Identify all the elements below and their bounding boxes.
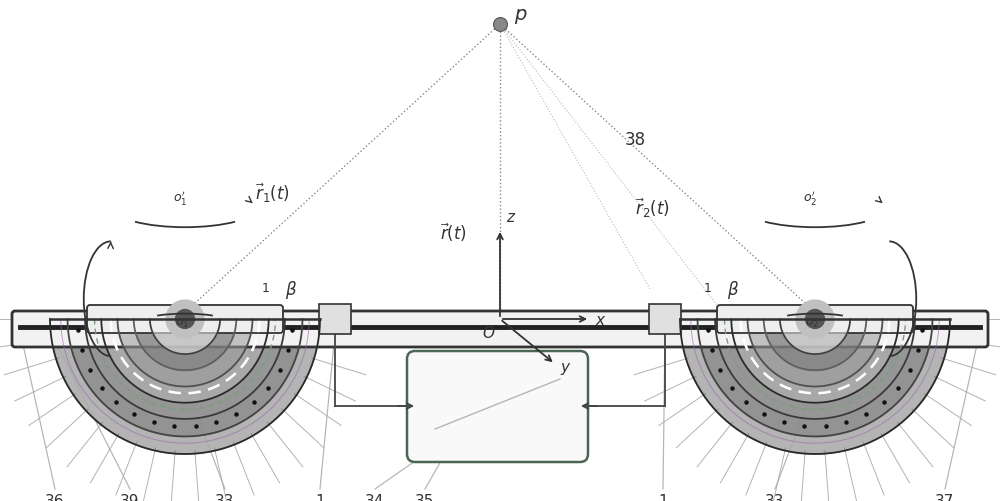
Polygon shape [68,319,302,436]
Polygon shape [715,319,915,419]
Circle shape [166,301,204,338]
Text: 1: 1 [262,282,270,295]
Polygon shape [50,319,320,454]
Text: 1: 1 [704,282,712,295]
Text: $o_1'$: $o_1'$ [173,188,187,206]
Polygon shape [748,319,883,387]
Circle shape [806,310,824,329]
Circle shape [796,301,834,338]
Text: $\vec{r}(t)$: $\vec{r}(t)$ [440,221,467,243]
Circle shape [176,310,194,329]
Polygon shape [698,319,932,436]
Polygon shape [731,319,899,403]
Polygon shape [118,319,252,387]
Text: $y$: $y$ [560,360,572,376]
Text: 33: 33 [215,493,235,501]
Text: $z$: $z$ [506,209,516,224]
FancyBboxPatch shape [407,351,588,462]
Polygon shape [134,319,236,371]
Text: 34: 34 [365,493,385,501]
Text: $O$: $O$ [482,324,495,340]
Text: $x$: $x$ [595,313,607,327]
Text: $\beta$: $\beta$ [727,279,739,301]
Text: 1: 1 [315,493,325,501]
Text: $o_1$: $o_1$ [175,316,189,330]
Polygon shape [764,319,866,371]
Text: 33: 33 [765,493,785,501]
Polygon shape [780,319,850,354]
Text: 38: 38 [625,131,646,149]
Polygon shape [150,319,220,354]
Text: $\beta$: $\beta$ [285,279,297,301]
FancyBboxPatch shape [87,306,283,333]
Text: 35: 35 [415,493,435,501]
Text: 36: 36 [45,493,65,501]
Text: $p$: $p$ [514,7,528,26]
FancyBboxPatch shape [12,312,988,347]
Text: $o_2'$: $o_2'$ [803,188,817,206]
Polygon shape [85,319,285,419]
Text: 39: 39 [120,493,140,501]
Text: $o_2$: $o_2$ [805,316,819,330]
Text: 1: 1 [658,493,668,501]
FancyBboxPatch shape [649,305,681,334]
FancyBboxPatch shape [319,305,351,334]
Text: 37: 37 [935,493,955,501]
Text: $\vec{r}_2(t)$: $\vec{r}_2(t)$ [635,196,670,219]
Polygon shape [680,319,950,454]
FancyBboxPatch shape [717,306,913,333]
Text: $\vec{r}_1(t)$: $\vec{r}_1(t)$ [255,181,290,204]
Polygon shape [101,319,269,403]
